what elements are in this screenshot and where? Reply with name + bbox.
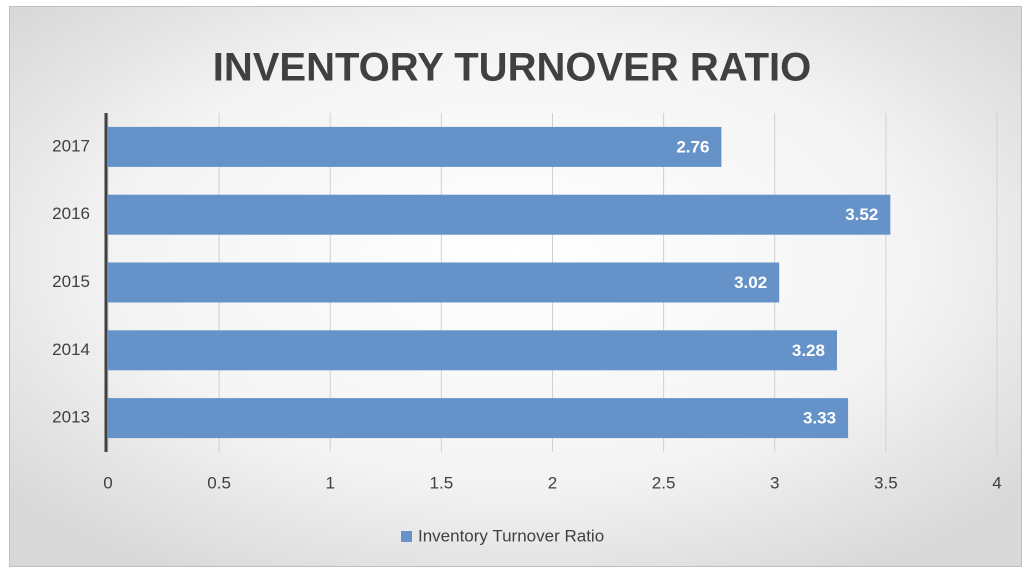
data-label: 3.33 bbox=[803, 409, 836, 428]
x-tick-label: 3.5 bbox=[874, 473, 898, 492]
chart-title: INVENTORY TURNOVER RATIO bbox=[213, 46, 812, 90]
x-tick-label: 2 bbox=[548, 473, 557, 492]
y-tick-label: 2013 bbox=[52, 408, 90, 427]
bar bbox=[108, 126, 722, 167]
x-tick-label: 2.5 bbox=[652, 473, 676, 492]
bar bbox=[108, 194, 891, 235]
x-tick-label: 3 bbox=[770, 473, 779, 492]
data-label: 3.02 bbox=[734, 273, 767, 292]
data-label: 3.52 bbox=[845, 205, 878, 224]
y-tick-label: 2017 bbox=[52, 136, 90, 155]
legend-label: Inventory Turnover Ratio bbox=[418, 526, 604, 545]
x-tick-label: 1.5 bbox=[430, 473, 454, 492]
x-tick-label: 1 bbox=[326, 473, 335, 492]
data-label: 2.76 bbox=[676, 137, 709, 156]
x-tick-label: 0.5 bbox=[207, 473, 231, 492]
bar bbox=[108, 398, 849, 439]
x-tick-label: 0 bbox=[103, 473, 112, 492]
x-tick-label: 4 bbox=[992, 473, 1001, 492]
legend-swatch bbox=[401, 531, 412, 542]
data-label: 3.28 bbox=[792, 341, 825, 360]
y-tick-label: 2015 bbox=[52, 272, 90, 291]
y-tick-label: 2014 bbox=[52, 340, 90, 359]
y-tick-label: 2016 bbox=[52, 204, 90, 223]
bar bbox=[108, 262, 780, 303]
bar bbox=[108, 330, 837, 371]
